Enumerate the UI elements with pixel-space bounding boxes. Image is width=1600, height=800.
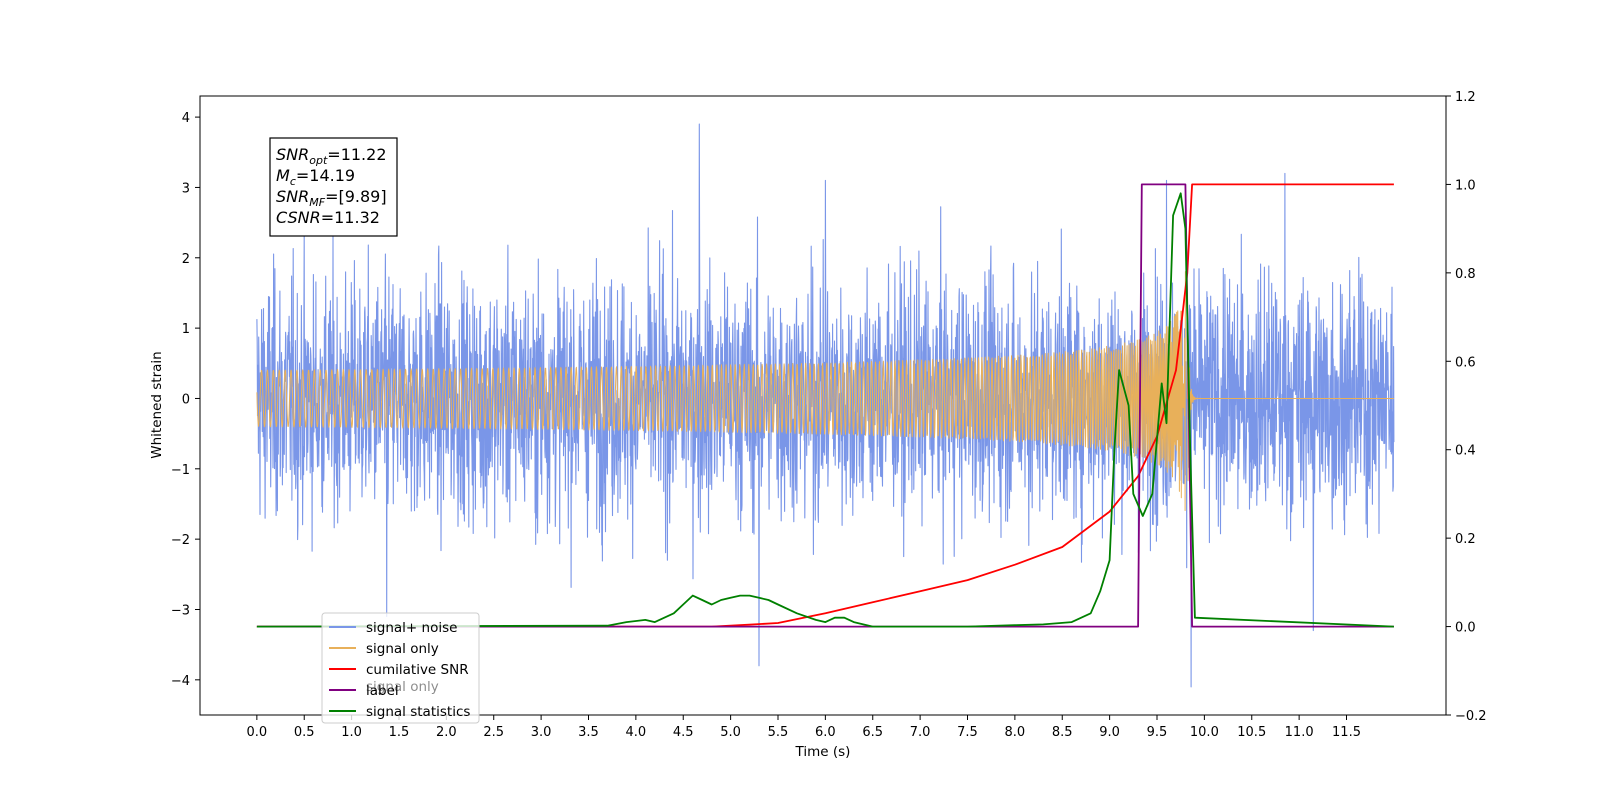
- annotation-value: =11.32: [321, 208, 380, 227]
- y-axis-left: 4 3 2 1 0 −1 −2 −3 −4: [171, 111, 200, 689]
- y2-tick-label: 0.0: [1455, 621, 1476, 636]
- y2-tick-label: −0.2: [1455, 709, 1487, 724]
- y-tick-label: −2: [171, 533, 190, 548]
- x-tick-label: 0.0: [247, 725, 268, 740]
- annotation-frame: [269, 137, 398, 237]
- x-tick-label: 4.0: [626, 725, 647, 740]
- x-tick-label: 2.0: [436, 725, 457, 740]
- y2-tick-label: 0.4: [1455, 444, 1476, 459]
- y-tick-label: 1: [182, 322, 190, 337]
- y2-tick-label: 1.0: [1455, 178, 1476, 193]
- x-tick-label: 7.0: [910, 725, 931, 740]
- annotation-line: SNRMF=[9.89]: [276, 187, 387, 209]
- x-tick-label: 5.5: [768, 725, 789, 740]
- annotation-subscript: MF: [309, 196, 325, 209]
- x-tick-label: 10.0: [1190, 725, 1219, 740]
- y-tick-label: −3: [171, 603, 190, 618]
- legend-entry: label: [366, 683, 399, 699]
- annotation-symbol: CSNR: [276, 208, 321, 227]
- stats-annotation-box: SNRopt=11.22Mc=14.19SNRMF=[9.89]CSNR=11.…: [269, 137, 398, 237]
- x-tick-label: 3.5: [578, 725, 599, 740]
- annotation-line: SNRopt=11.22: [276, 145, 387, 167]
- x-tick-label: 1.5: [389, 725, 410, 740]
- annotation-symbol: M: [276, 166, 290, 185]
- y2-tick-label: 1.2: [1455, 90, 1476, 105]
- y-axis-right: 1.2 1.0 0.8 0.6 0.4 0.2 0.0 −0.2: [1446, 90, 1487, 724]
- legend-entry: cumilative SNR: [366, 662, 469, 678]
- legend-entry: signal only: [366, 641, 439, 657]
- series-line-0: [256, 123, 1395, 688]
- series-line-2: [256, 183, 1394, 628]
- annotation-symbol: SNR: [276, 145, 309, 164]
- x-tick-label: 7.5: [957, 725, 978, 740]
- x-tick-label: 6.5: [862, 725, 883, 740]
- x-tick-label: 4.5: [673, 725, 694, 740]
- plot-frame: [199, 95, 1447, 716]
- y-tick-label: 0: [182, 392, 190, 407]
- y-tick-label: 3: [182, 181, 190, 196]
- x-tick-label: 0.5: [294, 725, 315, 740]
- x-tick-label: 8.5: [1052, 725, 1073, 740]
- x-tick-label: 11.5: [1332, 725, 1361, 740]
- annotation-subscript: opt: [309, 154, 328, 167]
- x-tick-label: 1.0: [341, 725, 362, 740]
- x-tick-label: 11.0: [1285, 725, 1314, 740]
- series-line-4: [256, 192, 1394, 628]
- y-tick-label: 2: [182, 252, 190, 267]
- annotation-value: =14.19: [296, 166, 355, 185]
- x-tick-label: 5.0: [720, 725, 741, 740]
- annotation-value: =11.22: [327, 145, 386, 164]
- x-tick-label: 2.5: [483, 725, 504, 740]
- annotation-symbol: SNR: [276, 187, 309, 206]
- x-tick-label: 6.0: [815, 725, 836, 740]
- plot-area: [256, 123, 1395, 688]
- legend-entry: signal+ noise: [366, 620, 457, 636]
- x-tick-label: 9.0: [1099, 725, 1120, 740]
- x-tick-label: 9.5: [1147, 725, 1168, 740]
- series-line-1: [256, 271, 1394, 511]
- x-axis: 0.0 0.5 1.0 1.5 2.0 2.5 3.0 3.5 4.0 4.5 5.0 5.5 6.0 6…: [247, 715, 1361, 740]
- x-tick-label: 10.5: [1237, 725, 1266, 740]
- annotation-value: =[9.89]: [325, 187, 387, 206]
- y-tick-label: 4: [182, 111, 190, 126]
- y-tick-label: −4: [171, 674, 190, 689]
- y2-tick-label: 0.8: [1455, 267, 1476, 282]
- x-axis-label: Time (s): [795, 744, 851, 760]
- annotation-line: CSNR=11.32: [276, 208, 380, 227]
- y-tick-label: −1: [171, 463, 190, 478]
- y2-tick-label: 0.6: [1455, 355, 1476, 370]
- y2-tick-label: 0.2: [1455, 532, 1476, 547]
- x-tick-label: 8.0: [1005, 725, 1026, 740]
- annotation-line: Mc=14.19: [276, 166, 355, 188]
- annotation-subscript: c: [290, 175, 296, 188]
- y-axis-label: Whitened strain: [149, 351, 165, 458]
- legend-frame: [321, 612, 480, 724]
- x-tick-label: 3.0: [531, 725, 552, 740]
- legend-ghost-text: signal only: [366, 679, 439, 695]
- legend-entry: signal statistics: [366, 704, 470, 720]
